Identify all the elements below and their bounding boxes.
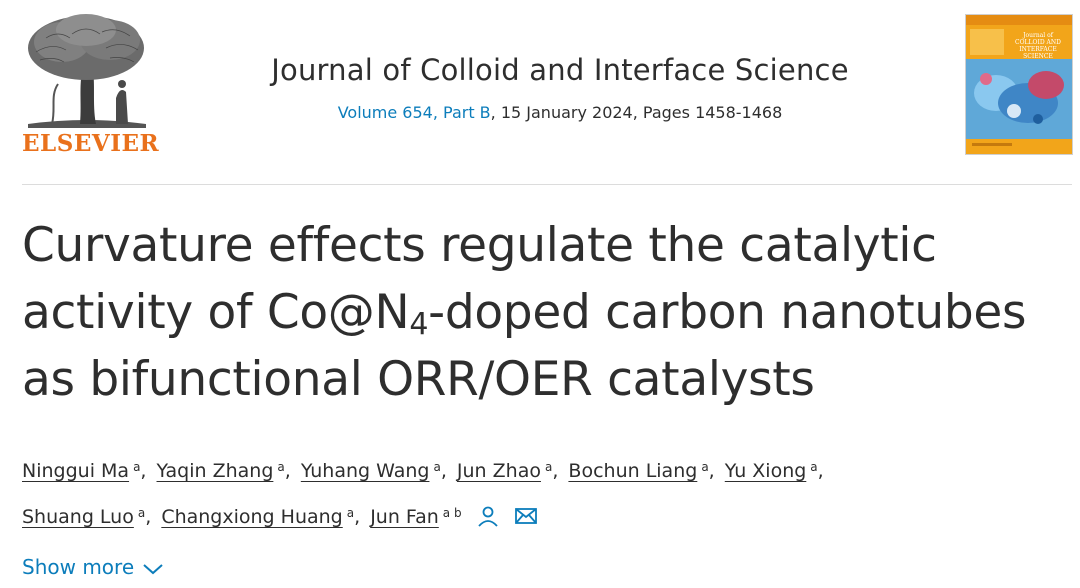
author-item: Jun Zhao a, <box>456 460 559 482</box>
affiliation-marker[interactable]: a <box>346 506 355 520</box>
author-item: Shuang Luo a, <box>22 506 152 528</box>
journal-cover-image[interactable]: Journal of COLLOID AND INTERFACE SCIENCE <box>965 14 1073 155</box>
author-link[interactable]: Ninggui Ma <box>22 460 130 482</box>
author-item: Yuhang Wang a, <box>300 460 447 482</box>
author-item: Yu Xiong a, <box>724 460 824 482</box>
title-line-2-subscript: 4 <box>409 307 429 342</box>
author-item: Jun Fan a b <box>370 506 461 528</box>
cover-journal-title: Journal of COLLOID AND INTERFACE SCIENCE <box>1015 32 1061 60</box>
affiliation-marker[interactable]: a b <box>442 506 462 520</box>
title-line-1: Curvature effects regulate the catalytic <box>22 218 937 273</box>
chevron-down-icon <box>143 564 163 575</box>
journal-title-link[interactable]: Journal of Colloid and Interface Science <box>271 53 849 87</box>
author-link[interactable]: Shuang Luo <box>22 506 134 528</box>
author-item: Yaqin Zhang a, <box>156 460 291 482</box>
author-item: Ninggui Ma a, <box>22 460 147 482</box>
journal-header: ELSEVIER Journal of Colloid and Interfac… <box>0 0 1080 184</box>
volume-link[interactable]: Volume 654, Part B <box>337 103 491 122</box>
author-link[interactable]: Jun Zhao <box>456 460 541 482</box>
title-line-2-post: -doped carbon nanotubes <box>428 285 1027 340</box>
author-link[interactable]: Bochun Liang <box>568 460 698 482</box>
envelope-icon[interactable] <box>514 500 538 524</box>
article-title: Curvature effects regulate the catalytic… <box>22 212 1072 413</box>
affiliation-marker[interactable]: a <box>544 460 553 474</box>
author-item: Bochun Liang a, <box>568 460 715 482</box>
author-link[interactable]: Jun Fan <box>370 506 439 528</box>
issue-info: Volume 654, Part B, 15 January 2024, Pag… <box>180 102 940 124</box>
affiliation-marker[interactable]: a <box>277 460 285 474</box>
author-item: Changxiong Huang a, <box>161 506 361 528</box>
cover-art <box>966 15 1072 154</box>
author-link[interactable]: Yu Xiong <box>724 460 807 482</box>
author-link[interactable]: Yaqin Zhang <box>156 460 274 482</box>
author-link[interactable]: Changxiong Huang <box>161 506 343 528</box>
affiliation-marker[interactable]: a <box>701 460 709 474</box>
show-more-label: Show more <box>22 555 135 579</box>
affiliation-marker[interactable]: a <box>433 460 441 474</box>
issue-date-pages: , 15 January 2024, Pages 1458-1468 <box>490 103 783 122</box>
journal-info: Journal of Colloid and Interface Science… <box>180 50 940 124</box>
affiliation-marker[interactable]: a <box>133 460 141 474</box>
header-divider <box>22 184 1072 185</box>
affiliation-marker[interactable]: a <box>810 460 818 474</box>
author-link[interactable]: Yuhang Wang <box>300 460 430 482</box>
elsevier-wordmark: ELSEVIER <box>22 130 160 157</box>
show-more-button[interactable]: Show more <box>22 552 164 582</box>
title-line-3: as bifunctional ORR/OER catalysts <box>22 352 815 407</box>
elsevier-logo[interactable]: ELSEVIER <box>22 12 160 160</box>
person-icon[interactable] <box>476 500 500 527</box>
title-line-2-pre: activity of Co@N <box>22 285 410 340</box>
affiliation-marker[interactable]: a <box>137 506 146 520</box>
tree-engraving-icon <box>28 14 146 128</box>
author-list: Ninggui Ma a, Yaqin Zhang a, Yuhang Wang a,… <box>22 446 1072 538</box>
